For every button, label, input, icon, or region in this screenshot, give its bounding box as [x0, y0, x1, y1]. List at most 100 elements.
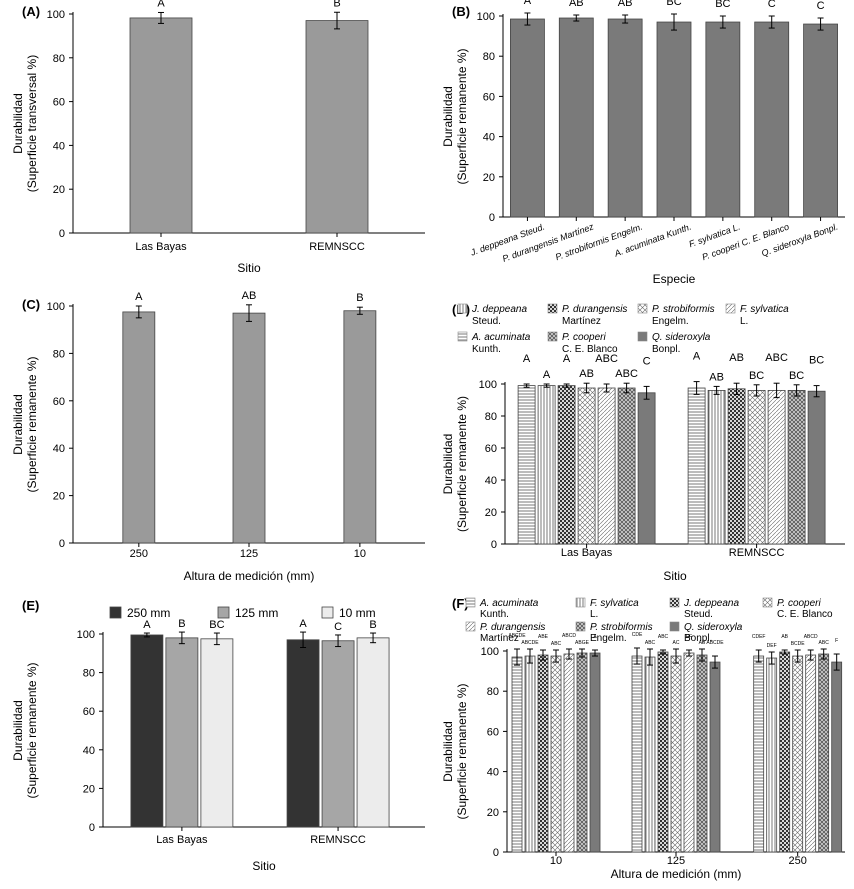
- y-tick-label: 20: [53, 491, 65, 503]
- bar: [696, 654, 708, 853]
- y-axis-label: Durabilidad (Superficie remanente %): [11, 356, 39, 492]
- bar: [558, 17, 594, 218]
- y-tick-label: 60: [487, 726, 499, 738]
- y-tick-label: 80: [53, 348, 65, 360]
- y-tick-label: 0: [489, 212, 495, 224]
- x-axis-label: Altura de medición (mm): [611, 867, 742, 881]
- legend-label-author: Kunth.: [472, 344, 501, 355]
- bar: [687, 387, 706, 545]
- legend-swatch: [457, 331, 468, 342]
- bar: [631, 655, 643, 853]
- bar: [130, 634, 164, 828]
- y-tick-label: 60: [53, 97, 65, 109]
- legend-swatch: [457, 303, 468, 314]
- significance-letter: BC: [666, 0, 681, 8]
- x-axis-label: Sitio: [237, 261, 261, 275]
- significance-letter: ABC: [615, 368, 638, 380]
- y-tick-label: 20: [83, 783, 95, 795]
- significance-letter: A: [693, 351, 701, 363]
- significance-letter: DEF: [767, 643, 777, 649]
- bar: [617, 387, 636, 545]
- x-tick-label: 125: [667, 855, 685, 867]
- bar: [517, 385, 536, 545]
- bar: [747, 389, 766, 545]
- bar: [705, 21, 741, 218]
- bar: [576, 652, 588, 853]
- y-axis-label-line1: Durabilidad: [441, 434, 455, 495]
- y-axis-label: Durabilidad (Superficie remanente %): [441, 48, 469, 184]
- significance-letter: A: [135, 291, 143, 303]
- y-tick-label: 40: [483, 132, 495, 144]
- legend-swatch: [575, 597, 586, 608]
- y-axis-label-line2: (Superficie remanente %): [25, 662, 39, 798]
- y-tick-label: 20: [487, 807, 499, 819]
- significance-letter: B: [356, 292, 363, 304]
- y-axis-label-line1: Durabilidad: [441, 86, 455, 147]
- bar: [644, 656, 656, 853]
- legend-label-author: L.: [740, 316, 748, 327]
- significance-letter: C: [768, 0, 776, 10]
- y-axis-label-line2: (Superficie remanente %): [455, 396, 469, 532]
- legend-label: 125 mm: [235, 606, 278, 620]
- significance-letter: BCDE: [791, 641, 806, 647]
- bar: [657, 651, 669, 853]
- significance-letter: A: [563, 353, 571, 365]
- bar: [577, 387, 596, 545]
- significance-letter: BC: [715, 0, 730, 10]
- significance-letter: AB: [579, 368, 594, 380]
- y-tick-label: 100: [47, 9, 65, 21]
- x-tick-label: 125: [240, 548, 258, 560]
- legend-swatch: [637, 331, 648, 342]
- panel-f: (F) 0 20 40 60 80 100 Durabilidad (Superficie re…: [441, 596, 845, 881]
- significance-letter: ABCDE: [521, 640, 539, 646]
- significance-letter: ABC: [819, 640, 830, 646]
- bar: [305, 20, 369, 234]
- y-tick-label: 60: [483, 91, 495, 103]
- y-tick-label: 100: [481, 646, 499, 658]
- legend-swatch: [109, 606, 122, 619]
- legend-label-species: F. sylvatica: [740, 304, 789, 315]
- y-tick-label: 80: [53, 53, 65, 65]
- bar: [805, 654, 817, 853]
- bar: [787, 389, 806, 545]
- legend-swatch: [547, 303, 558, 314]
- y-axis-label: Durabilidad (Superficie remanente %): [441, 396, 469, 532]
- x-axis-label: Sitio: [663, 569, 687, 583]
- bar: [754, 21, 790, 218]
- x-tick-label: Las Bayas: [156, 834, 208, 846]
- y-axis-label-line1: Durabilidad: [11, 394, 25, 455]
- legend-swatch: [547, 331, 558, 342]
- significance-letter: AB: [699, 640, 706, 646]
- legend-label-species: P. cooperi: [777, 598, 822, 609]
- bar: [589, 652, 601, 853]
- bar: [563, 653, 575, 853]
- y-tick-label: 100: [47, 301, 65, 313]
- y-tick-label: 40: [53, 140, 65, 152]
- significance-letter: C: [334, 621, 342, 633]
- legend-label-author: Engelm.: [590, 633, 627, 644]
- bar: [818, 653, 830, 853]
- y-tick-label: 0: [89, 822, 95, 834]
- significance-letter: A: [524, 0, 532, 7]
- bar: [597, 387, 616, 545]
- y-axis-label: Durabilidad (Superficie remanente %): [441, 683, 469, 819]
- legend-label-species: J. deppeana: [683, 598, 739, 609]
- panel-e: (E) 0 20 40 60 80 100 Durabilidad (Superficie re…: [11, 598, 425, 873]
- significance-letter: A: [143, 619, 151, 631]
- panel-label: (B): [452, 4, 470, 19]
- significance-letter: AC: [673, 640, 680, 646]
- legend-swatch: [669, 621, 680, 632]
- bar: [122, 311, 156, 544]
- legend-label-author: Bonpl.: [652, 344, 680, 355]
- bar: [792, 655, 804, 853]
- x-axis-label: Sitio: [252, 859, 276, 873]
- bar: [232, 312, 266, 544]
- y-tick-label: 100: [77, 629, 95, 641]
- y-tick-label: 80: [487, 686, 499, 698]
- bar: [356, 637, 390, 828]
- y-tick-label: 20: [53, 184, 65, 196]
- legend-label-species: A. acuminata: [471, 332, 531, 343]
- legend-swatch: [637, 303, 648, 314]
